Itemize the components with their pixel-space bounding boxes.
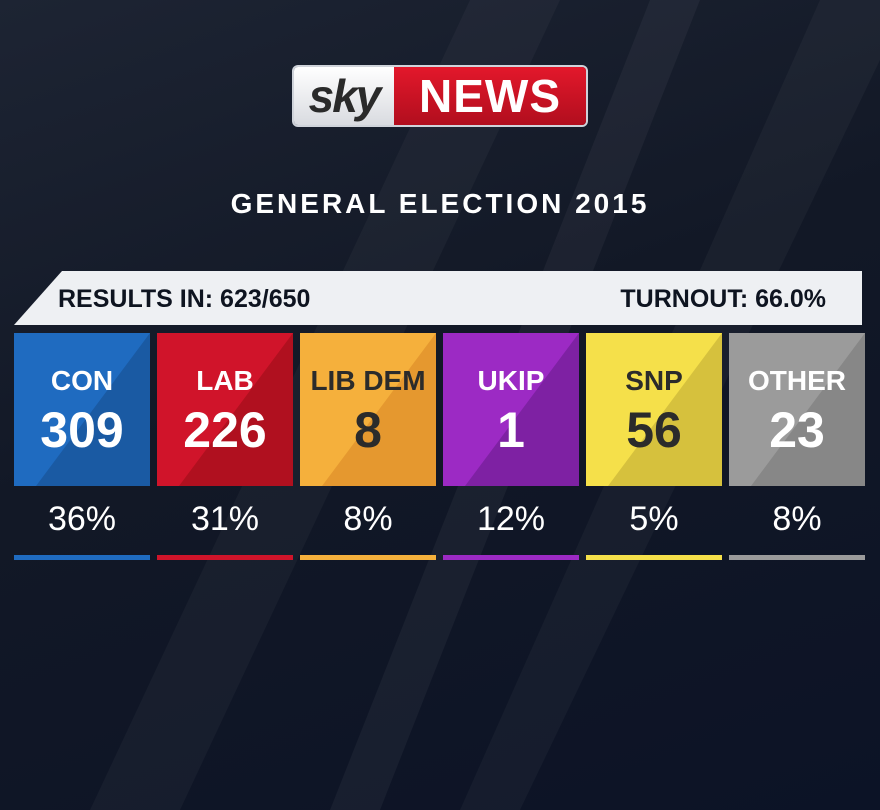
party-seats: 23 [769, 402, 825, 458]
party-name: UKIP [477, 365, 545, 396]
party-seats: 226 [183, 402, 267, 458]
sky-news-logo: sky NEWS [294, 67, 586, 125]
party-underline-snp [586, 555, 722, 560]
tile-shade [751, 333, 865, 486]
party-underline-lab [157, 555, 293, 560]
party-seats: 309 [40, 402, 124, 458]
party-vote-share-lib-dem: 8% [343, 500, 393, 538]
party-vote-share-ukip: 12% [476, 500, 546, 538]
party-vote-share-lab: 31% [190, 500, 260, 538]
turnout-text: TURNOUT: 66.0% [620, 285, 826, 313]
party-underline-lib-dem [300, 555, 436, 560]
party-underline-ukip [443, 555, 579, 560]
party-tile-con: CON 309 [14, 333, 150, 486]
party-seats: 56 [626, 402, 682, 458]
party-name: OTHER [748, 365, 846, 396]
party-seats: 1 [497, 402, 525, 458]
party-vote-share-snp: 5% [629, 500, 679, 538]
tile-shade [322, 333, 436, 486]
party-name: LAB [196, 365, 254, 396]
party-vote-share-other: 8% [772, 500, 822, 538]
tile-shade [179, 333, 293, 486]
party-name: CON [50, 365, 114, 396]
party-underline-other [729, 555, 865, 560]
party-tile-snp: SNP 56 [586, 333, 722, 486]
party-tile-lab: LAB 226 [157, 333, 293, 486]
party-seats: 8 [354, 402, 382, 458]
results-in-text: RESULTS IN: 623/650 [58, 285, 311, 313]
party-underline-con [14, 555, 150, 560]
party-tile-ukip: UKIP 1 [443, 333, 579, 486]
tile-shade [608, 333, 722, 486]
tile-shade [465, 333, 579, 486]
results-bar: RESULTS IN: 623/650 TURNOUT: 66.0% [14, 271, 862, 325]
logo-sky-text: sky [294, 67, 394, 125]
party-name: LIB DEM [310, 365, 426, 396]
party-name: SNP [625, 365, 683, 396]
party-vote-share-con: 36% [47, 500, 117, 538]
party-tile-other: OTHER 23 [729, 333, 865, 486]
page-title: GENERAL ELECTION 2015 [230, 188, 650, 219]
party-tile-lib-dem: LIB DEM 8 [300, 333, 436, 486]
logo-news-text: NEWS [394, 67, 586, 125]
tile-shade [36, 333, 150, 486]
